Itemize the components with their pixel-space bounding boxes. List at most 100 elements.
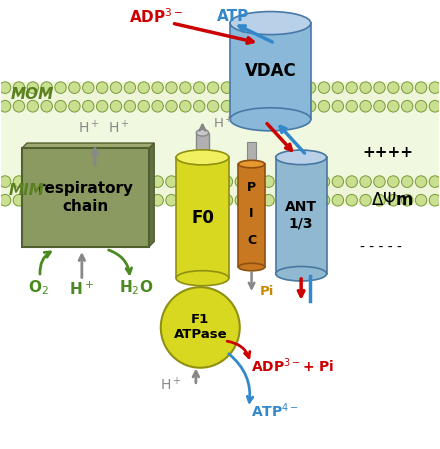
Text: VDAC: VDAC	[245, 62, 296, 80]
Circle shape	[290, 82, 302, 93]
Circle shape	[110, 176, 122, 187]
Circle shape	[318, 101, 330, 112]
Circle shape	[13, 101, 25, 112]
Circle shape	[69, 82, 80, 93]
Circle shape	[124, 82, 136, 93]
Bar	[1, 111, 439, 176]
Circle shape	[388, 82, 399, 93]
Circle shape	[401, 176, 413, 187]
Circle shape	[332, 101, 344, 112]
Bar	[196, 133, 209, 159]
Circle shape	[41, 194, 52, 206]
Circle shape	[388, 194, 399, 206]
Circle shape	[304, 194, 316, 206]
Circle shape	[360, 194, 371, 206]
Circle shape	[207, 101, 219, 112]
Polygon shape	[149, 143, 154, 247]
Circle shape	[13, 176, 25, 187]
Circle shape	[194, 194, 205, 206]
Circle shape	[263, 176, 274, 187]
Circle shape	[290, 101, 302, 112]
Circle shape	[429, 101, 440, 112]
Ellipse shape	[161, 287, 240, 368]
Circle shape	[374, 176, 385, 187]
Circle shape	[346, 176, 357, 187]
Circle shape	[249, 194, 260, 206]
Circle shape	[235, 101, 246, 112]
Bar	[238, 164, 265, 267]
Circle shape	[55, 194, 66, 206]
Circle shape	[249, 101, 260, 112]
Bar	[22, 149, 149, 247]
Circle shape	[388, 176, 399, 187]
Circle shape	[277, 82, 288, 93]
Circle shape	[221, 101, 233, 112]
Circle shape	[318, 176, 330, 187]
Circle shape	[0, 194, 11, 206]
Circle shape	[55, 82, 66, 93]
Circle shape	[235, 176, 246, 187]
Ellipse shape	[238, 160, 265, 168]
Circle shape	[152, 176, 163, 187]
Bar	[276, 157, 326, 274]
Circle shape	[346, 82, 357, 93]
Circle shape	[360, 82, 371, 93]
Circle shape	[69, 176, 80, 187]
Circle shape	[166, 101, 177, 112]
Text: $\Delta\Psi$m: $\Delta\Psi$m	[371, 191, 414, 209]
Text: H$_2$O: H$_2$O	[119, 278, 154, 296]
Bar	[230, 23, 311, 119]
Circle shape	[138, 194, 150, 206]
Circle shape	[180, 176, 191, 187]
Circle shape	[304, 176, 316, 187]
Circle shape	[110, 101, 122, 112]
Text: H$^+$: H$^+$	[78, 119, 99, 136]
Circle shape	[277, 194, 288, 206]
Circle shape	[346, 101, 357, 112]
Circle shape	[221, 194, 233, 206]
Text: F1
ATPase: F1 ATPase	[173, 313, 227, 341]
Text: MOM: MOM	[11, 87, 54, 102]
Circle shape	[96, 194, 108, 206]
Text: ATP: ATP	[217, 9, 249, 24]
Circle shape	[194, 101, 205, 112]
Circle shape	[110, 194, 122, 206]
Circle shape	[180, 101, 191, 112]
Circle shape	[401, 194, 413, 206]
Circle shape	[221, 82, 233, 93]
Circle shape	[374, 194, 385, 206]
Circle shape	[138, 176, 150, 187]
Circle shape	[401, 82, 413, 93]
Text: H$^+$: H$^+$	[70, 281, 94, 298]
Circle shape	[235, 194, 246, 206]
Circle shape	[138, 101, 150, 112]
Bar	[176, 157, 229, 278]
Circle shape	[360, 176, 371, 187]
Ellipse shape	[176, 271, 229, 286]
Circle shape	[0, 101, 11, 112]
Text: I: I	[249, 207, 254, 220]
Circle shape	[124, 194, 136, 206]
Circle shape	[55, 176, 66, 187]
Text: P: P	[247, 181, 256, 194]
Text: Pi: Pi	[260, 285, 274, 298]
Circle shape	[55, 101, 66, 112]
Circle shape	[263, 194, 274, 206]
Ellipse shape	[176, 150, 229, 165]
Text: ADP$^{3-}$: ADP$^{3-}$	[129, 7, 183, 26]
Text: ANT
1/3: ANT 1/3	[285, 200, 317, 231]
Text: ATP$^{4-}$: ATP$^{4-}$	[251, 401, 298, 419]
Bar	[1, 82, 439, 111]
Circle shape	[429, 194, 440, 206]
Circle shape	[41, 82, 52, 93]
Circle shape	[124, 101, 136, 112]
Circle shape	[346, 194, 357, 206]
Circle shape	[415, 101, 427, 112]
Circle shape	[83, 82, 94, 93]
Circle shape	[13, 194, 25, 206]
Circle shape	[194, 82, 205, 93]
Circle shape	[332, 176, 344, 187]
Text: O$_2$: O$_2$	[28, 278, 48, 296]
Circle shape	[96, 101, 108, 112]
Text: MIM: MIM	[9, 184, 45, 198]
